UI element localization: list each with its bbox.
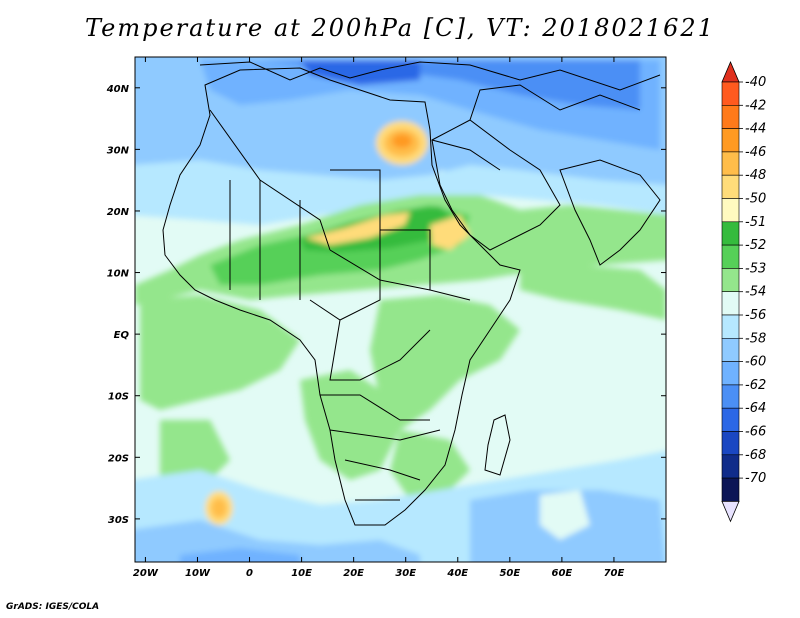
sahel-hot-streak (305, 212, 410, 245)
colorbar-swatch (721, 151, 740, 176)
lat-tick-label: 40N (106, 84, 130, 95)
colorbar-label: -70 (745, 471, 766, 486)
colorbar-top-triangle (721, 60, 740, 83)
lat-tick-label: 10N (107, 269, 130, 280)
colorbar-swatch (721, 105, 740, 129)
lat-tick-label: EQ (114, 330, 130, 341)
colorbar-label: -53 (745, 261, 766, 276)
lat-tick-label: 10S (108, 392, 129, 403)
sahel-hot-streak-2 (430, 215, 470, 250)
lat-tick-label: 20S (108, 453, 129, 464)
lon-tick-label: 40E (446, 568, 468, 579)
colorbar-swatch (721, 337, 740, 362)
borders-mideast (431, 84, 641, 171)
northern-colder-core (260, 60, 640, 110)
india-outline (559, 159, 661, 266)
colorbar-label: -66 (745, 425, 766, 440)
borders-west (209, 109, 381, 300)
borders-central (309, 229, 471, 381)
lat-tick-label: 20N (107, 207, 130, 218)
lon-tick-label: 0 (246, 568, 253, 579)
south-atlantic-hotter-spot (211, 498, 227, 518)
colorbar-swatch (721, 174, 740, 199)
lat-tick-label: 30N (107, 145, 130, 156)
map-frame (134, 56, 667, 563)
colorbar-swatch (721, 431, 740, 456)
colorbar-swatch (721, 314, 740, 339)
colorbar-bottom-triangle (721, 500, 740, 523)
colorbar-swatch (721, 128, 740, 153)
lon-tick-label: 20W (133, 568, 159, 579)
colorbar-swatch (721, 198, 740, 223)
map-title: Temperature at 200hPa [C], VT: 201802162… (85, 14, 715, 42)
colorbar-label: -54 (745, 285, 766, 300)
lon-tick-label: 60E (552, 568, 573, 579)
colorbar-label: -60 (745, 355, 766, 370)
colorbar-swatch (721, 477, 740, 502)
tropical-green-central (300, 370, 400, 480)
lon-tick-label: 10E (291, 568, 312, 579)
colorbar-label: -62 (745, 378, 766, 393)
colorbar-label: -58 (745, 331, 766, 346)
subtropical-band (135, 160, 666, 225)
colorbar-swatch (721, 244, 740, 269)
europe-coast (199, 61, 661, 91)
colorbar-swatch (721, 268, 740, 292)
colorbar-swatch (721, 291, 740, 316)
colorbar-swatch (721, 384, 740, 409)
colorbar-label: -46 (745, 145, 766, 160)
colorbar-label: -56 (745, 308, 766, 323)
colorbar-swatch (721, 81, 740, 106)
longitude-axis: 20W 10W 0 10E 20E 30E 40E 50E 60E 70E (133, 57, 625, 579)
coastlines (162, 61, 661, 526)
colorbar-label: -51 (745, 215, 766, 230)
colorbar-swatch (721, 454, 740, 479)
colorbar-label: -64 (745, 401, 766, 416)
colorbar-label: -40 (745, 75, 766, 90)
colorbar-swatch (721, 221, 740, 246)
lat-tick-label: 30S (108, 515, 129, 526)
colorbar-label: -44 (745, 122, 766, 137)
colorbar-label: -48 (745, 168, 766, 183)
colorbar-swatch (721, 361, 740, 386)
colorbar-label: -50 (745, 192, 766, 207)
egypt-hottest-spot (392, 134, 412, 148)
ocean-pale-pocket (540, 490, 590, 540)
colorbar: -40 -42 -44 -46 -48 -50 -51 -52 -53 -54 -56 -58 -60 -… (721, 60, 766, 523)
indian-ocean-green (520, 265, 666, 320)
colorbar-label: -68 (745, 448, 766, 463)
lon-tick-label: 50E (499, 568, 520, 579)
lon-tick-label: 70E (604, 568, 625, 579)
colorbar-swatch (721, 407, 740, 432)
madagascar-outline (484, 414, 511, 476)
tropical-green-east (370, 295, 520, 430)
tropical-green-west (140, 295, 300, 410)
colorbar-label: -52 (745, 238, 766, 253)
southern-deep-cold (180, 548, 300, 562)
arabia-outline (431, 119, 561, 251)
europe-cold-pocket (300, 60, 420, 85)
latitude-axis: 40N 30N 20N 10N EQ 10S 20S 30S (106, 84, 666, 526)
lon-tick-label: 20E (343, 568, 364, 579)
map-field (135, 57, 666, 562)
southern-coldest-band (135, 520, 420, 562)
southwest-green (160, 420, 230, 490)
lon-tick-label: 30E (395, 568, 416, 579)
africa-outline (162, 67, 521, 526)
grads-credit: GrADS: IGES/COLA (6, 602, 100, 612)
borders-south (320, 394, 441, 501)
lon-tick-label: 10W (185, 568, 211, 579)
colorbar-label: -42 (745, 98, 766, 113)
